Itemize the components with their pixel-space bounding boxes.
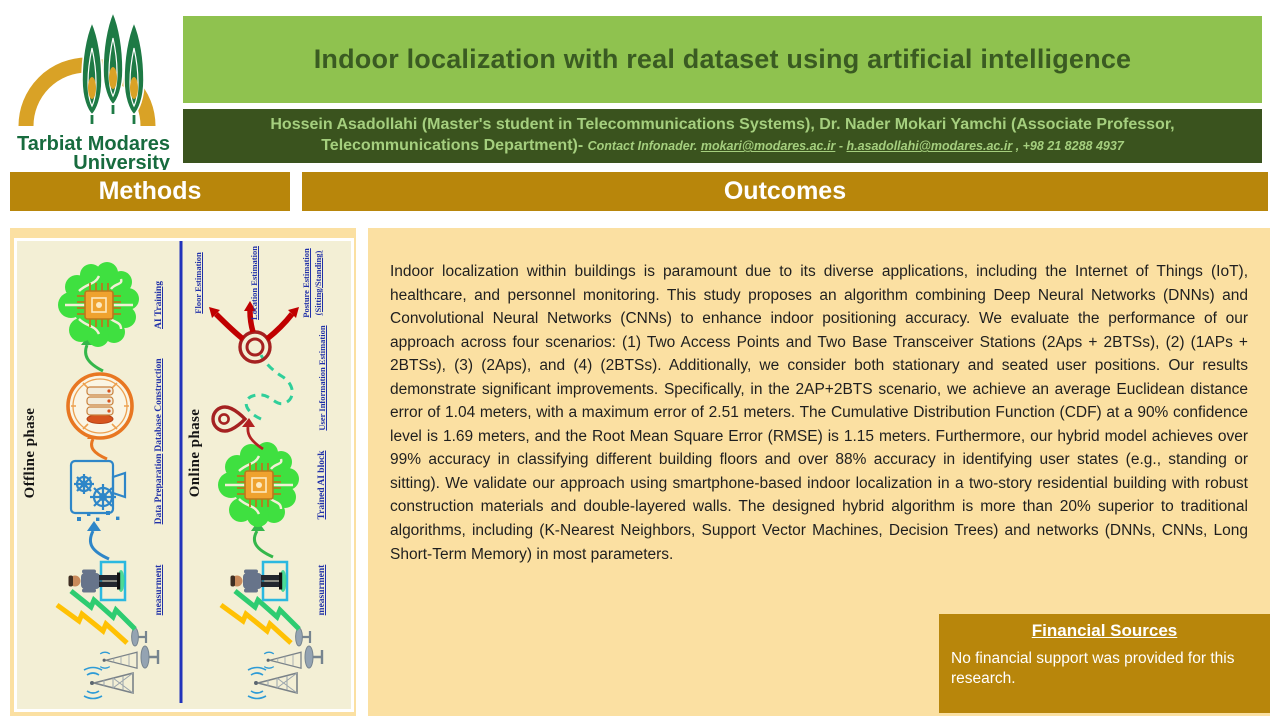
arrow-red-floor-head bbox=[209, 307, 220, 318]
arrow-orange bbox=[90, 438, 108, 461]
arrow-red-posture-head bbox=[288, 307, 299, 318]
outcomes-header-label: Outcomes bbox=[723, 177, 847, 205]
methods-diagram: Offline phase measurment Data Preparatio… bbox=[14, 238, 354, 712]
email-link-1[interactable]: mokari@modares.ac.ir bbox=[700, 139, 836, 153]
label-posture-estimation: Posture Estimation bbox=[301, 248, 311, 318]
label-user-information-estimation: User Information Estimation bbox=[317, 325, 327, 431]
online-phase-title: Online phase bbox=[187, 408, 203, 498]
title-bar: Indoor localization with real dataset us… bbox=[183, 16, 1262, 103]
university-logo: Tarbiat Modares University bbox=[0, 0, 183, 174]
email-link-2[interactable]: h.asadollahi@modares.ac.ir bbox=[846, 139, 1013, 153]
outcomes-panel: Indoor localization within buildings is … bbox=[368, 228, 1270, 716]
phase-divider-line bbox=[179, 241, 183, 703]
authors-text: Hossein Asadollahi (Master's student in … bbox=[270, 116, 1175, 134]
abstract-text: Indoor localization within buildings is … bbox=[390, 263, 1248, 563]
label-measurement-online: measurment bbox=[317, 564, 327, 616]
label-database-construction: Database Construction bbox=[154, 358, 164, 452]
target-icon-inner bbox=[245, 337, 265, 357]
offline-phase-title: Offline phase bbox=[22, 407, 38, 499]
contact-info: Contact Infonader. mokari@modares.ac.ir … bbox=[588, 139, 1124, 153]
logo-text-line1: Tarbiat Modares bbox=[17, 133, 170, 155]
label-posture-estimation-sub: (Sitting/Standing) bbox=[313, 250, 323, 316]
arrow-green bbox=[84, 344, 104, 373]
label-location-estimation: Location Estimation bbox=[249, 246, 259, 320]
arrow-red-location bbox=[247, 310, 256, 333]
outcomes-section-header: Outcomes bbox=[302, 172, 1268, 211]
dashed-route-path bbox=[244, 354, 294, 421]
financial-sources-box: Financial Sources No financial support w… bbox=[939, 614, 1270, 713]
logo-text-line2: University bbox=[73, 152, 171, 170]
authors-line-1: Hossein Asadollahi (Master's student in … bbox=[270, 115, 1174, 136]
flowchart-graphics bbox=[17, 241, 324, 703]
page-title: Indoor localization with real dataset us… bbox=[313, 44, 1132, 74]
trained-ai-brain-icon bbox=[216, 440, 301, 529]
arrow-red-floor bbox=[214, 312, 245, 342]
university-logo-icon: Tarbiat Modares University bbox=[17, 11, 171, 174]
contact-label: Contact Infonader. bbox=[587, 139, 698, 153]
target-icon bbox=[238, 330, 272, 364]
arrow-red-location-head bbox=[244, 301, 256, 311]
database-construction-icon bbox=[66, 372, 134, 440]
data-preparation-icon bbox=[69, 459, 127, 521]
methods-panel: Offline phase measurment Data Preparatio… bbox=[10, 228, 356, 716]
email-separator: - bbox=[838, 139, 843, 153]
label-measurement-offline: measurment bbox=[154, 564, 164, 616]
arrow-darkred bbox=[246, 426, 264, 451]
phone-number: , +98 21 8288 4937 bbox=[1015, 139, 1124, 153]
methods-header-label: Methods bbox=[98, 177, 202, 205]
arrow-darkred-head bbox=[242, 418, 255, 427]
financial-sources-title: Financial Sources bbox=[1031, 621, 1178, 640]
location-pin-icon bbox=[211, 405, 248, 433]
methods-section-header: Methods bbox=[10, 172, 290, 211]
methods-flowchart-rotated: Offline phase measurment Data Preparatio… bbox=[17, 241, 345, 703]
authors-line-2: Telecommunications Department)- Contact … bbox=[321, 136, 1124, 157]
authors-bar: Hossein Asadollahi (Master's student in … bbox=[183, 109, 1262, 163]
arrow-green-online bbox=[252, 530, 274, 559]
financial-sources-body: No financial support was provided for th… bbox=[951, 650, 1235, 688]
ai-training-brain-icon bbox=[56, 260, 141, 349]
label-ai-training: AI Training bbox=[154, 281, 164, 329]
label-floor-estimation: Floor Estimation bbox=[193, 252, 203, 314]
authors-text-continued: Telecommunications Department)- bbox=[321, 137, 584, 154]
arrow-blue-head bbox=[87, 521, 101, 531]
arrow-blue bbox=[88, 530, 110, 561]
arrow-red-posture bbox=[265, 312, 295, 342]
